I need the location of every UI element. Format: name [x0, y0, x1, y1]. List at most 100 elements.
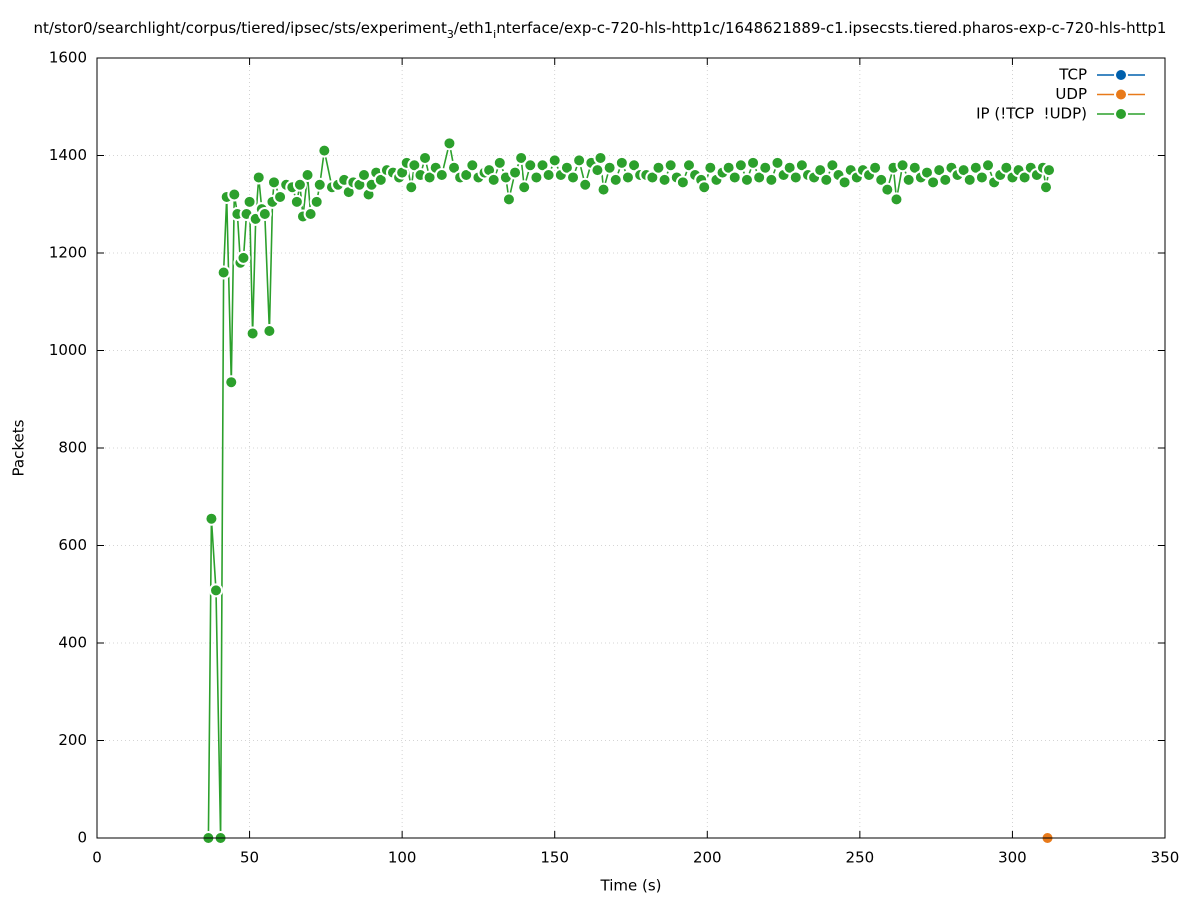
data-point	[501, 192, 516, 207]
data-point	[608, 172, 623, 187]
data-point	[529, 170, 544, 185]
data-point	[739, 172, 754, 187]
data-point	[216, 265, 231, 280]
data-point	[572, 153, 587, 168]
data-point	[874, 172, 889, 187]
data-point	[523, 158, 538, 173]
data-point	[819, 172, 834, 187]
data-point	[788, 170, 803, 185]
data-point	[813, 163, 828, 178]
data-point	[559, 160, 574, 175]
data-point	[373, 172, 388, 187]
data-point	[317, 143, 332, 158]
legend-label: UDP	[1055, 85, 1087, 103]
data-point	[663, 158, 678, 173]
data-point	[535, 158, 550, 173]
data-point	[926, 175, 941, 190]
data-point	[657, 172, 672, 187]
data-point	[517, 180, 532, 195]
data-point	[602, 160, 617, 175]
data-point	[224, 375, 239, 390]
data-point	[578, 177, 593, 192]
data-point	[697, 180, 712, 195]
x-tick-label: 100	[388, 849, 417, 867]
data-point	[209, 583, 224, 598]
y-tick-label: 0	[77, 829, 87, 847]
y-tick-label: 1000	[49, 341, 87, 359]
y-axis-label: Packets	[10, 419, 28, 476]
data-point	[242, 194, 257, 209]
legend-marker	[1114, 68, 1128, 82]
data-point	[938, 172, 953, 187]
data-point	[590, 163, 605, 178]
data-point	[733, 158, 748, 173]
data-point	[404, 180, 419, 195]
data-point	[962, 172, 977, 187]
data-point	[1038, 180, 1053, 195]
legend-label: IP (!TCP !UDP)	[976, 105, 1087, 123]
y-tick-label: 1400	[49, 146, 87, 164]
y-tick-label: 800	[58, 439, 87, 457]
data-point	[746, 155, 761, 170]
data-point	[492, 155, 507, 170]
y-tick-label: 600	[58, 536, 87, 554]
data-point	[434, 168, 449, 182]
data-point	[303, 207, 318, 221]
x-tick-label: 50	[240, 849, 259, 867]
x-tick-label: 150	[540, 849, 569, 867]
data-point	[895, 158, 910, 173]
plot-area	[201, 136, 1057, 845]
data-point	[837, 175, 852, 190]
data-point	[651, 160, 666, 175]
data-point	[566, 170, 581, 185]
data-point	[868, 160, 883, 175]
x-tick-label: 200	[693, 849, 722, 867]
data-point	[880, 182, 895, 197]
data-point	[981, 158, 996, 173]
legend-marker	[1114, 87, 1128, 102]
data-point	[770, 155, 785, 170]
data-point	[794, 158, 809, 173]
legend-marker	[1114, 107, 1128, 121]
data-point	[486, 172, 501, 187]
title-part: nterface/exp-c-720-hls-http1c/1648621889…	[496, 19, 1166, 37]
x-tick-label: 250	[846, 849, 875, 867]
data-point	[266, 175, 281, 190]
data-point	[273, 189, 288, 204]
data-point	[825, 158, 840, 173]
plot-frame	[96, 57, 1166, 839]
data-point	[907, 160, 922, 175]
data-point	[289, 194, 304, 209]
title-subscript: i	[493, 28, 496, 41]
data-point	[627, 158, 642, 173]
data-point	[758, 160, 773, 175]
data-point	[620, 170, 635, 185]
data-point	[901, 172, 916, 187]
data-point	[251, 170, 266, 185]
data-point	[227, 187, 242, 202]
x-tick-label: 0	[92, 849, 102, 867]
data-point	[675, 175, 690, 190]
title-subscript: 3	[447, 28, 454, 41]
data-point	[292, 177, 307, 192]
data-point	[596, 182, 611, 197]
data-point	[447, 160, 462, 175]
y-tick-label: 1600	[49, 49, 87, 67]
x-tick-label: 350	[1151, 849, 1180, 867]
data-point	[889, 192, 904, 207]
data-point	[764, 172, 779, 187]
data-point	[593, 150, 608, 165]
data-point	[974, 170, 989, 185]
legend-label: TCP	[1058, 66, 1087, 84]
data-point	[418, 150, 433, 165]
data-point	[727, 170, 742, 185]
title-part: nt/stor0/searchlight/corpus/tiered/ipsec…	[34, 19, 447, 37]
x-axis-label: Time (s)	[600, 877, 662, 895]
data-point	[681, 158, 696, 173]
data-point	[703, 160, 718, 175]
x-tick-label: 300	[998, 849, 1027, 867]
y-tick-label: 400	[58, 634, 87, 652]
data-point	[245, 326, 260, 341]
